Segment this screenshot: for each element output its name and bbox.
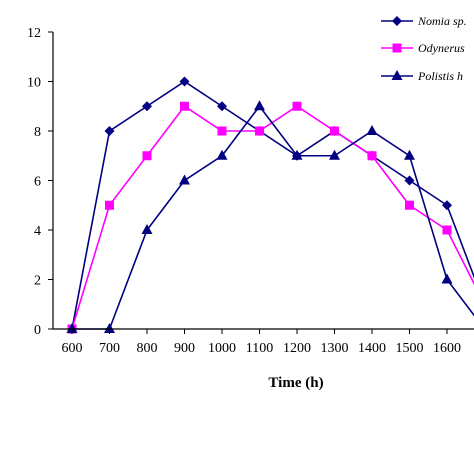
data-point (404, 175, 415, 186)
series-line (71, 80, 474, 330)
y-tick-label: 8 (34, 125, 41, 140)
x-tick-label: 700 (99, 341, 120, 356)
y-tick-label: 10 (27, 76, 41, 91)
data-point (442, 200, 452, 211)
data-point (104, 323, 115, 333)
data-point (255, 126, 264, 136)
series-2 (67, 101, 474, 334)
data-point (405, 200, 414, 210)
legend: Nomia sp. Odynerus Polistis h (381, 14, 467, 83)
legend-label: Odynerus (418, 41, 465, 55)
legend-marker (392, 43, 402, 53)
y-tick-label: 6 (34, 175, 41, 190)
x-tick-label: 600 (62, 341, 83, 356)
data-point (66, 323, 78, 333)
y-ticks: 0 2 4 6 8 10 12 (27, 26, 53, 338)
data-point (141, 224, 153, 234)
y-tick-label: 2 (34, 274, 41, 289)
x-tick-label: 900 (174, 341, 195, 356)
data-point (142, 101, 152, 112)
x-tick-label: 1600 (433, 341, 461, 356)
legend-item: Nomia sp. (381, 14, 467, 28)
data-point (254, 100, 265, 111)
legend-item: Odynerus (381, 41, 465, 55)
data-point (104, 126, 115, 136)
x-tick-label: 1100 (246, 341, 273, 356)
y-tick-label: 4 (34, 224, 41, 239)
x-tick-label: 1500 (396, 341, 424, 356)
x-tick-label: 1400 (358, 341, 386, 356)
data-point (179, 174, 190, 185)
series-line (71, 105, 474, 330)
x-axis-title: Time (h) (268, 375, 323, 391)
series-3 (66, 100, 474, 333)
legend-label: Nomia sp. (417, 14, 467, 28)
data-point (180, 101, 189, 111)
x-tick-label: 800 (137, 341, 158, 356)
legend-label: Polistis h (417, 69, 463, 83)
series-line (72, 104, 474, 330)
x-ticks: 600 700 800 900 1000 1100 1200 1300 1400 1500 1600… (62, 329, 461, 356)
x-tick-label: 1300 (321, 341, 349, 356)
x-tick-label: 1200 (283, 341, 311, 356)
legend-marker (392, 16, 402, 26)
data-point (329, 149, 340, 160)
legend-item: Polistis h (381, 69, 463, 83)
data-point (442, 225, 452, 235)
y-tick-label: 12 (27, 26, 41, 41)
data-point (105, 200, 114, 210)
data-point (367, 151, 377, 161)
data-point (330, 126, 339, 136)
data-point (179, 76, 190, 87)
data-point (217, 101, 227, 112)
data-point (366, 125, 378, 135)
data-point (292, 101, 302, 111)
data-point (291, 149, 303, 160)
data-point (142, 151, 152, 161)
data-point (404, 149, 415, 160)
x-tick-label: 1000 (208, 341, 236, 356)
data-point (217, 126, 227, 136)
data-point (441, 273, 453, 284)
data-point (216, 149, 228, 160)
legend-marker (391, 70, 403, 80)
series-layer (66, 76, 474, 334)
y-tick-label: 0 (34, 323, 41, 338)
